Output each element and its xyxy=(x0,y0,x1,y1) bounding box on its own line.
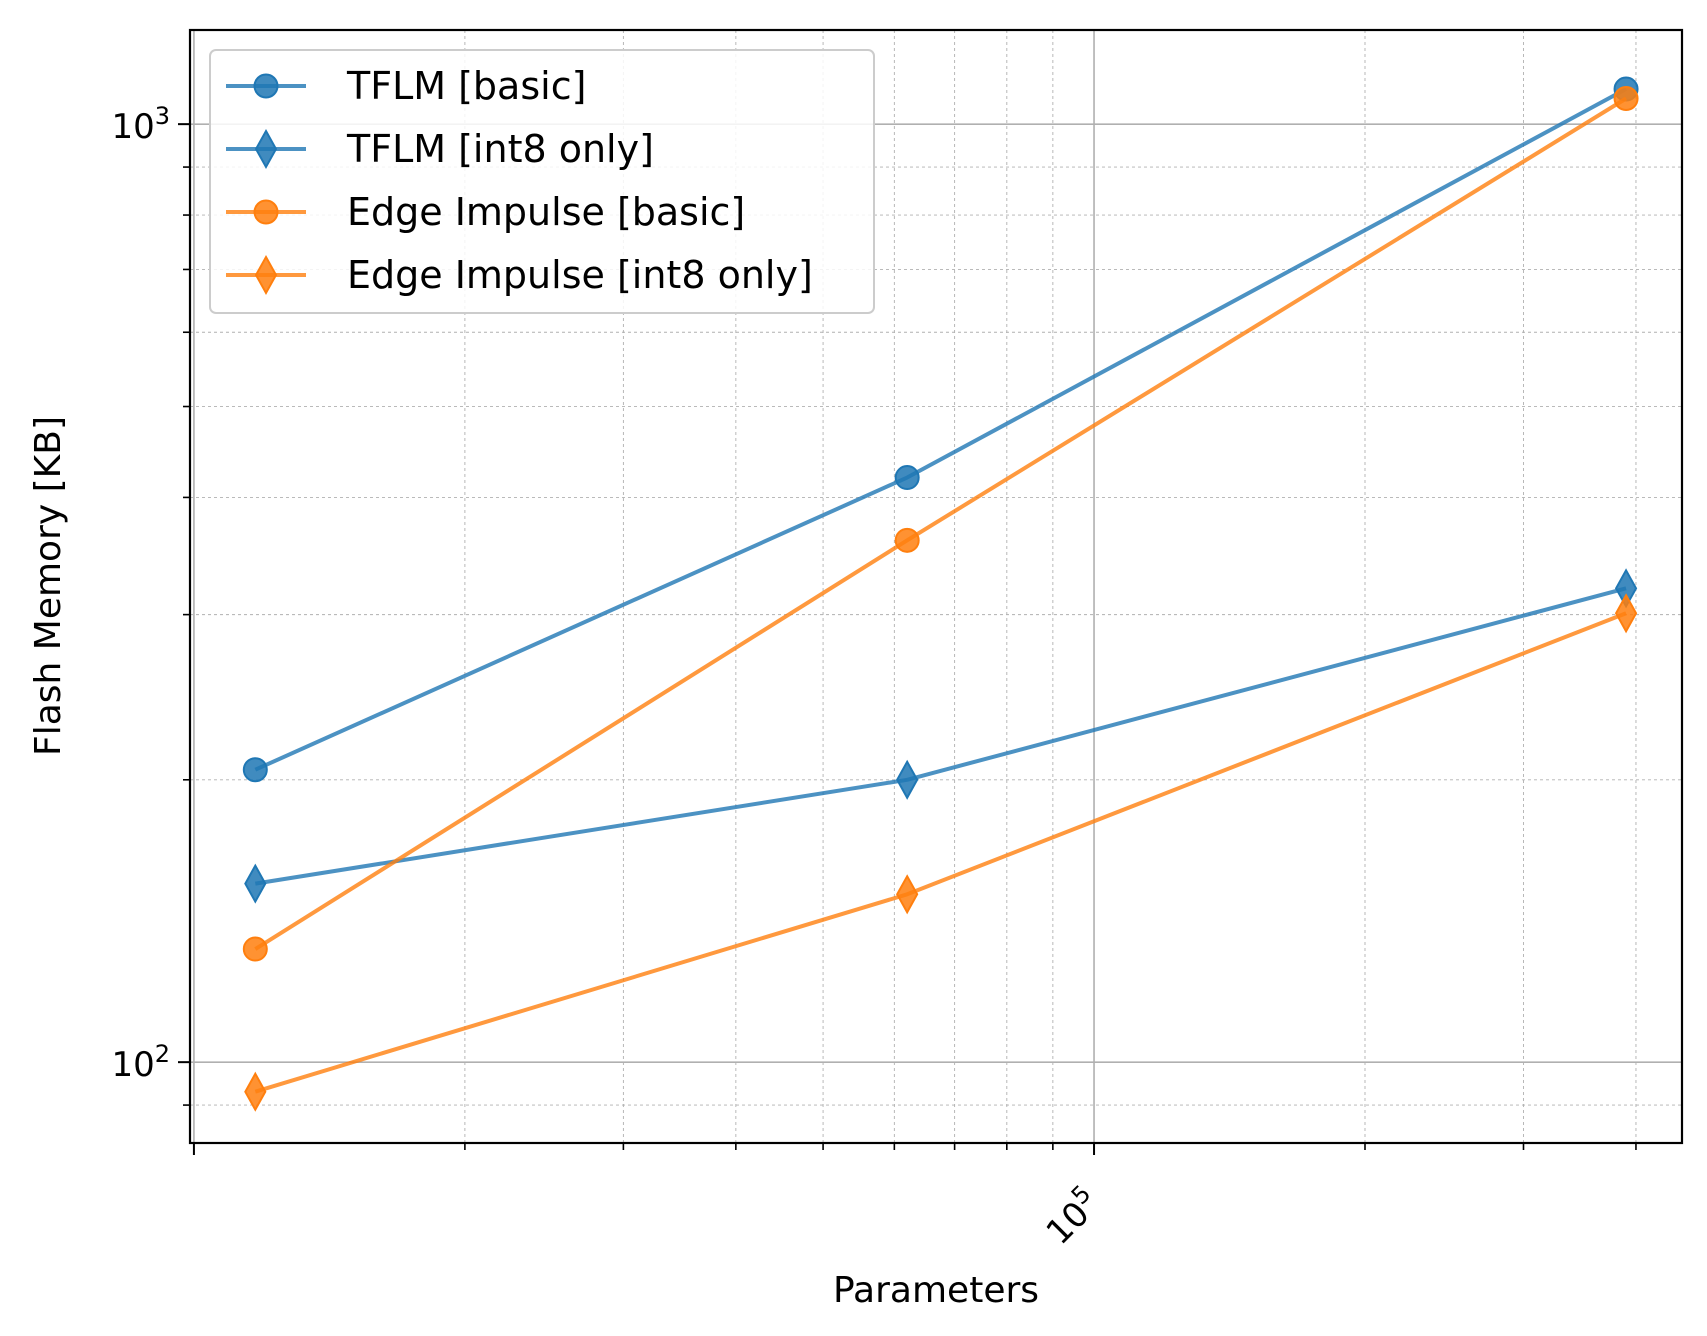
data-point xyxy=(244,1071,267,1112)
grid xyxy=(190,30,1682,1143)
legend-marker xyxy=(254,254,278,296)
legend-entry: Edge Impulse [int8 only] xyxy=(226,253,813,297)
plot-frame xyxy=(188,28,1684,1145)
series-1 xyxy=(244,568,1638,904)
data-point xyxy=(894,527,920,553)
series-2 xyxy=(242,85,1639,962)
y-axis-label: Flash Memory [KB] xyxy=(28,416,69,756)
data-point xyxy=(894,465,920,491)
series-line xyxy=(254,586,1627,886)
data-point xyxy=(1613,85,1639,111)
series-3 xyxy=(244,593,1638,1112)
legend-entry: Edge Impulse [basic] xyxy=(226,190,745,234)
legend-marker xyxy=(253,199,279,225)
y-tick-label: 102 xyxy=(111,1040,170,1085)
data-point xyxy=(242,757,268,783)
data-point xyxy=(242,936,268,962)
legend-label: Edge Impulse [int8 only] xyxy=(347,253,813,297)
legend-marker xyxy=(254,128,278,170)
legend-label: Edge Impulse [basic] xyxy=(347,190,745,234)
legend-marker xyxy=(253,73,279,99)
legend-entry: TFLM [int8 only] xyxy=(226,127,654,171)
data-point xyxy=(896,874,919,915)
y-tick-label: 103 xyxy=(111,102,170,147)
series-layer xyxy=(242,76,1639,1112)
legend-entry: TFLM [basic] xyxy=(226,64,586,108)
data-point xyxy=(244,863,267,904)
x-tick-label: 105 xyxy=(1035,1180,1108,1253)
legend-box xyxy=(209,49,875,314)
legend-label: TFLM [int8 only] xyxy=(346,127,654,171)
data-point xyxy=(1614,593,1638,634)
data-point xyxy=(896,759,919,800)
legend-label: TFLM [basic] xyxy=(346,64,586,108)
legend: TFLM [basic] TFLM [int8 only] Edge Impulse… xyxy=(209,49,875,314)
x-axis-label: Parameters xyxy=(833,1270,1039,1311)
